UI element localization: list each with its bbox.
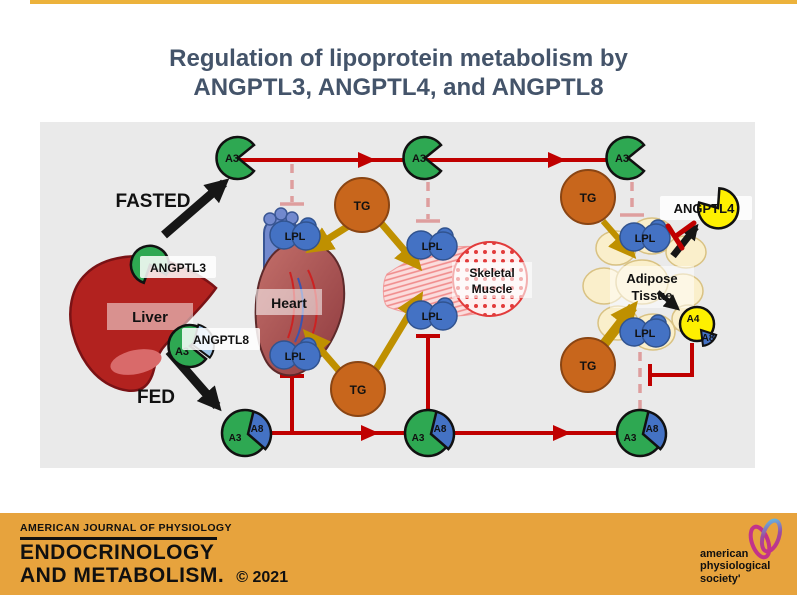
fed-state-label: FED (137, 387, 175, 408)
skeletal-label-line1: Skeletal (469, 266, 514, 280)
aps-logo-line1: american (700, 548, 749, 560)
aps-logo-line3: society' (700, 572, 741, 585)
angptl4-tag: ANGPTL4 (660, 187, 752, 251)
adipose-label-line1: Adipose (626, 271, 677, 286)
angptl4-label: ANGPTL4 (674, 201, 735, 216)
figure-title-line1: Regulation of lipoprotein metabolism by (169, 45, 628, 72)
tg-node-top-left (334, 177, 390, 233)
adipose-label-line2: Tissue (632, 288, 673, 303)
a3a8-node-right (615, 408, 668, 458)
angptl3-liver-tag: ANGPTL3 (129, 244, 216, 285)
liver-label: Liver (132, 309, 168, 326)
tg-node-top-right (560, 169, 616, 225)
tg-node-bottom-right (560, 337, 616, 393)
a3a8-node-left (220, 408, 273, 458)
angptl8-label: ANGPTL8 (193, 333, 249, 347)
heart-label: Heart (271, 295, 307, 311)
fasted-pathway-lines (238, 152, 644, 223)
angptl3-label: ANGPTL3 (150, 261, 206, 275)
a3a8-node-middle (403, 408, 456, 458)
liver-organ: Liver (69, 255, 218, 392)
angptl8-liver-tag: A3 ANGPTL8 (167, 323, 260, 369)
journal-title-line2: AND METABOLISM. © 2021 (20, 564, 288, 588)
metabolism-diagram: A3 TG LPL A3 A8 (69, 135, 752, 458)
a3-node-right (605, 135, 646, 181)
a4-a8-complex-node: A4 A8 (678, 305, 718, 348)
aps-logo-line2: physiological (700, 560, 771, 573)
top-accent-bar (30, 0, 797, 4)
aps-ribbon-icon (748, 518, 783, 560)
fasted-state-label: FASTED (116, 191, 191, 212)
aps-logo-text: american physiological society' (700, 548, 770, 585)
diagram-panel: A3 TG LPL A3 A8 (40, 122, 755, 468)
journal-title-line2-text: AND METABOLISM. (20, 564, 225, 587)
lpl-skeletal-top (406, 227, 458, 261)
copyright: © 2021 (236, 569, 289, 586)
journal-title-line1: ENDOCRINOLOGY (20, 541, 215, 564)
skeletal-label-line2: Muscle (472, 282, 513, 296)
tg-node-bottom-left (330, 361, 386, 417)
journal-name: AMERICAN JOURNAL OF PHYSIOLOGY (20, 522, 232, 534)
a4-label: A4 (687, 314, 700, 325)
figure-title: Regulation of lipoprotein metabolism by … (0, 44, 797, 103)
aps-logo: american physiological society' (698, 515, 793, 593)
figure-title-line2: ANGPTL3, ANGPTL4, and ANGPTL8 (193, 74, 604, 102)
banner-rule (20, 537, 217, 540)
a8-label: A8 (702, 333, 715, 344)
journal-banner: AMERICAN JOURNAL OF PHYSIOLOGY ENDOCRINO… (0, 513, 797, 595)
